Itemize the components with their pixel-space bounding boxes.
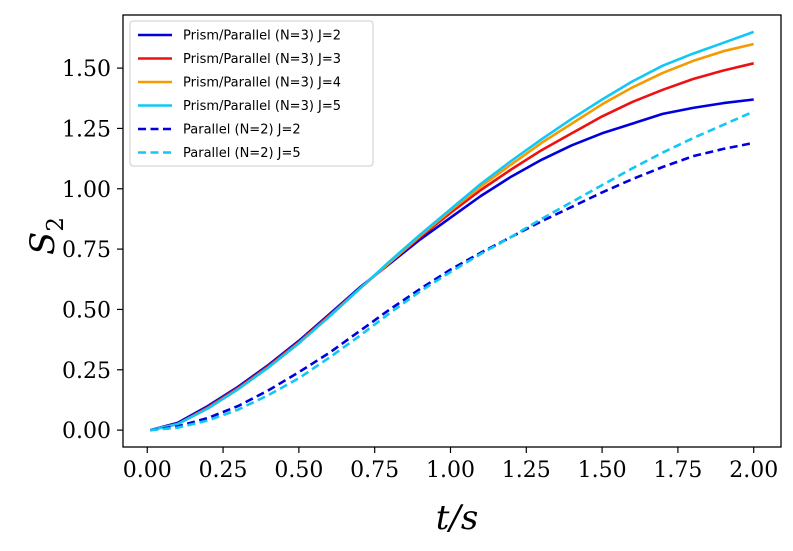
series-layer <box>149 30 755 432</box>
y-tick-label: 0.50 <box>62 298 111 323</box>
x-tick-label: 0.75 <box>350 458 399 483</box>
x-axis-label: t/s <box>436 498 479 538</box>
x-tick-label: 0.00 <box>123 458 172 483</box>
y-axis-label-main: S <box>23 232 63 255</box>
x-tick-label: 1.50 <box>578 458 627 483</box>
ticks-layer: 0.00 0.25 0.50 0.75 1.00 1.25 1.50 1.75 2.00 0.00… <box>62 57 778 483</box>
y-tick-label: 0.00 <box>62 419 111 444</box>
y-tick-label: 0.75 <box>62 238 111 263</box>
legend-label: Parallel (N=2) J=5 <box>183 146 301 161</box>
x-tick-label: 0.25 <box>199 458 248 483</box>
y-axis-label-subscript: 2 <box>43 217 69 232</box>
series-line-4 <box>150 30 755 432</box>
legend-label: Prism/Parallel (N=3) J=5 <box>183 99 341 114</box>
y-tick-label: 1.00 <box>62 178 111 203</box>
x-tick-label: 1.25 <box>502 458 551 483</box>
series-line-5 <box>150 141 754 432</box>
x-tick-label: 2.00 <box>729 458 778 483</box>
y-tick-label: 0.25 <box>62 359 111 384</box>
legend-label: Prism/Parallel (N=3) J=4 <box>183 76 341 91</box>
y-tick-label: 1.25 <box>62 117 111 142</box>
legend-label: Prism/Parallel (N=3) J=2 <box>183 29 341 44</box>
x-tick-label: 1.00 <box>426 458 475 483</box>
x-tick-label: 0.50 <box>274 458 323 483</box>
legend-box <box>129 20 374 167</box>
y-axis-label-group: S2 <box>23 217 69 255</box>
legend-label: Parallel (N=2) J=2 <box>183 123 301 138</box>
y-axis-label: S2 <box>23 217 69 255</box>
plot-frame <box>122 14 782 448</box>
x-tick-label: 1.75 <box>653 458 702 483</box>
legend-label: Prism/Parallel (N=3) J=3 <box>183 52 341 67</box>
legend: Prism/Parallel (N=3) J=2 Prism/Parallel (… <box>129 20 374 167</box>
y-tick-label: 1.50 <box>62 57 111 82</box>
series-line-6 <box>150 110 755 432</box>
